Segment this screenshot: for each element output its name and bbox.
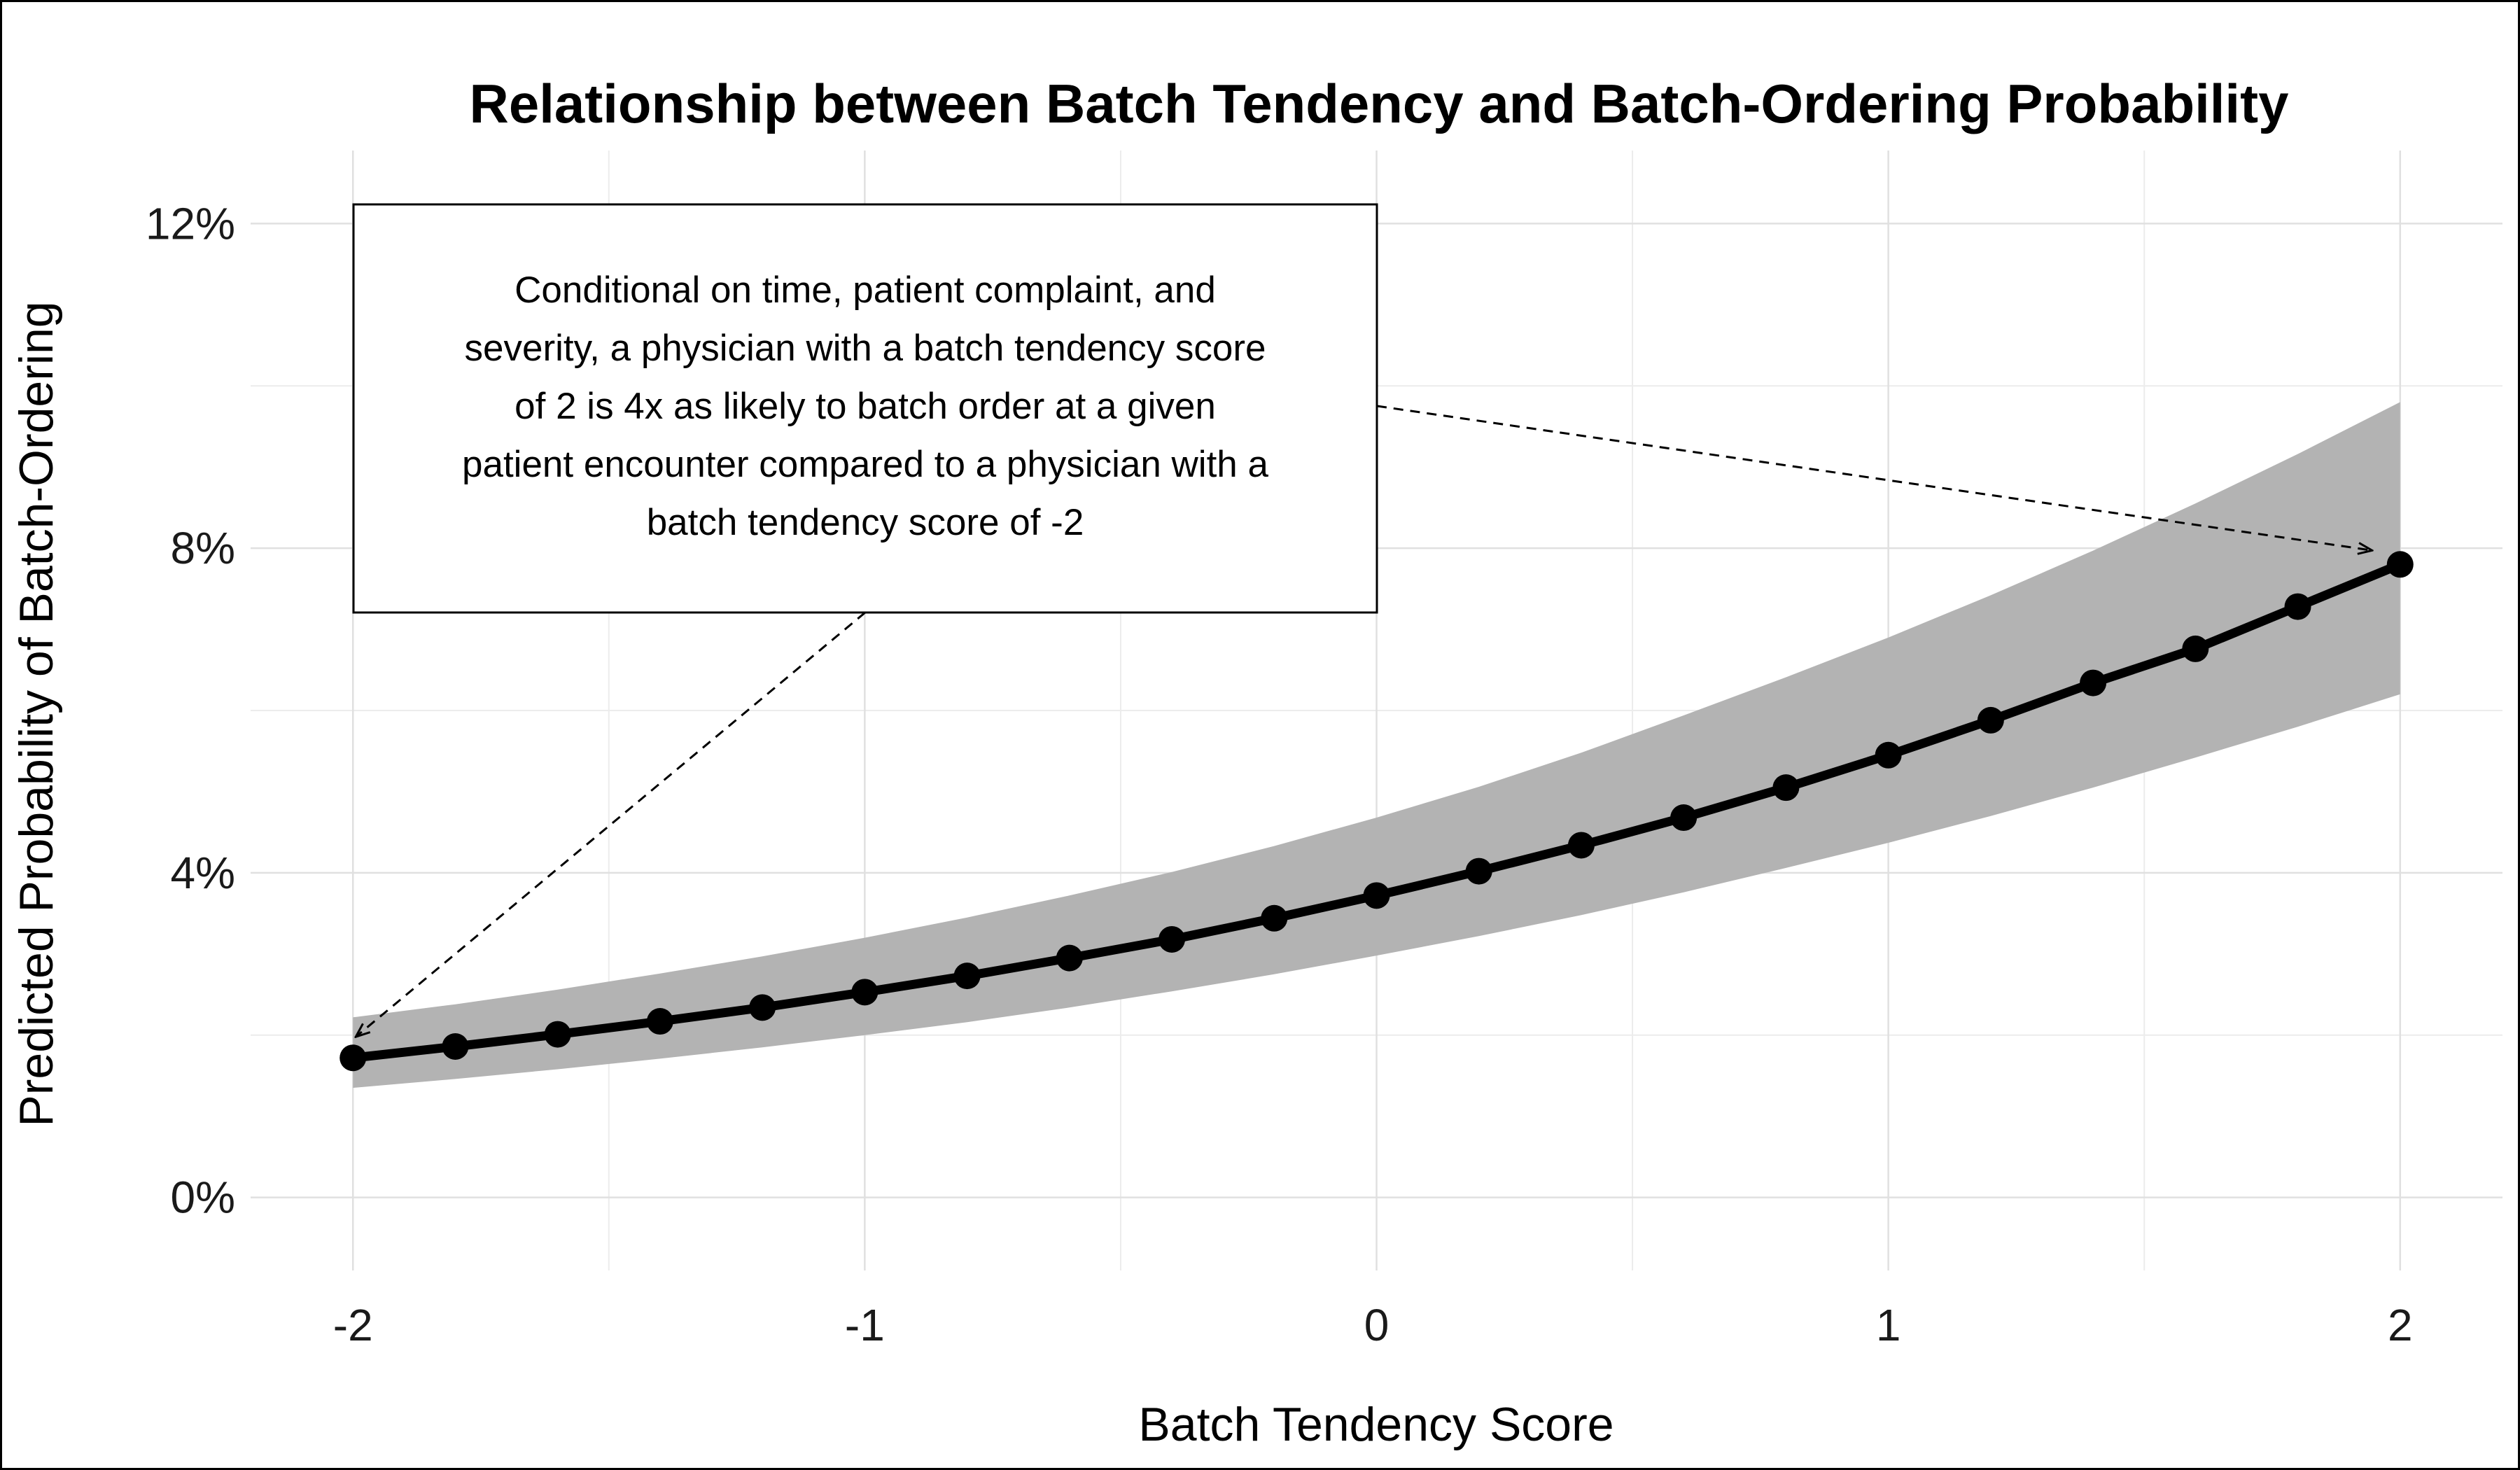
x-tick-label: -2 [333,1300,373,1350]
data-point [953,962,981,990]
x-tick-label: 2 [2388,1300,2413,1350]
data-point [1977,706,2004,734]
y-tick-label: 8% [171,523,236,573]
data-point [1670,804,1698,832]
data-point [2182,635,2209,662]
annotation-line: of 2 is 4x as likely to batch order at a… [514,386,1216,427]
data-point [1158,925,1186,953]
annotation-arrow-layer [356,405,2372,1037]
x-tick-label: 1 [1876,1300,1901,1350]
data-point [646,1008,673,1035]
data-point [442,1033,469,1060]
chart-title: Relationship between Batch Tendency and … [470,73,2289,134]
data-point [2080,669,2107,696]
tick-label-layer: -2 -1 0 1 2 0% 4% 8% 12% [146,198,2413,1350]
series-point-layer [340,551,2414,1072]
data-point [544,1021,571,1048]
data-point [851,979,878,1006]
x-axis-label: Batch Tendency Score [1138,1398,1614,1451]
annotation-line: patient encounter compared to a physicia… [462,444,1268,485]
data-point [1875,741,1902,769]
data-point [2284,593,2311,620]
y-tick-label: 4% [171,848,236,898]
annotation-line: severity, a physician with a batch tende… [465,328,1266,369]
annotation-layer: Conditional on time, patient complaint, … [352,203,1378,614]
y-tick-label: 12% [146,198,235,248]
y-axis-label: Predicted Probability of Batch-Ordering [10,301,63,1126]
data-point [1772,774,1800,802]
annotation-line: batch tendency score of -2 [647,502,1084,543]
annotation-box [352,203,1378,614]
data-point [340,1044,367,1072]
data-point [1363,882,1390,909]
data-point [1567,832,1595,859]
confidence-band-layer [353,402,2400,1088]
y-tick-label: 0% [171,1172,236,1223]
data-point [1261,904,1288,932]
annotation-line: Conditional on time, patient complaint, … [514,270,1216,311]
data-point [2386,551,2414,578]
annotation-arrow [356,611,866,1037]
confidence-band [353,402,2400,1088]
data-point [1056,944,1083,972]
data-point [1465,858,1492,885]
x-tick-label: -1 [845,1300,885,1350]
data-point [749,994,776,1021]
x-tick-label: 0 [1364,1300,1390,1350]
